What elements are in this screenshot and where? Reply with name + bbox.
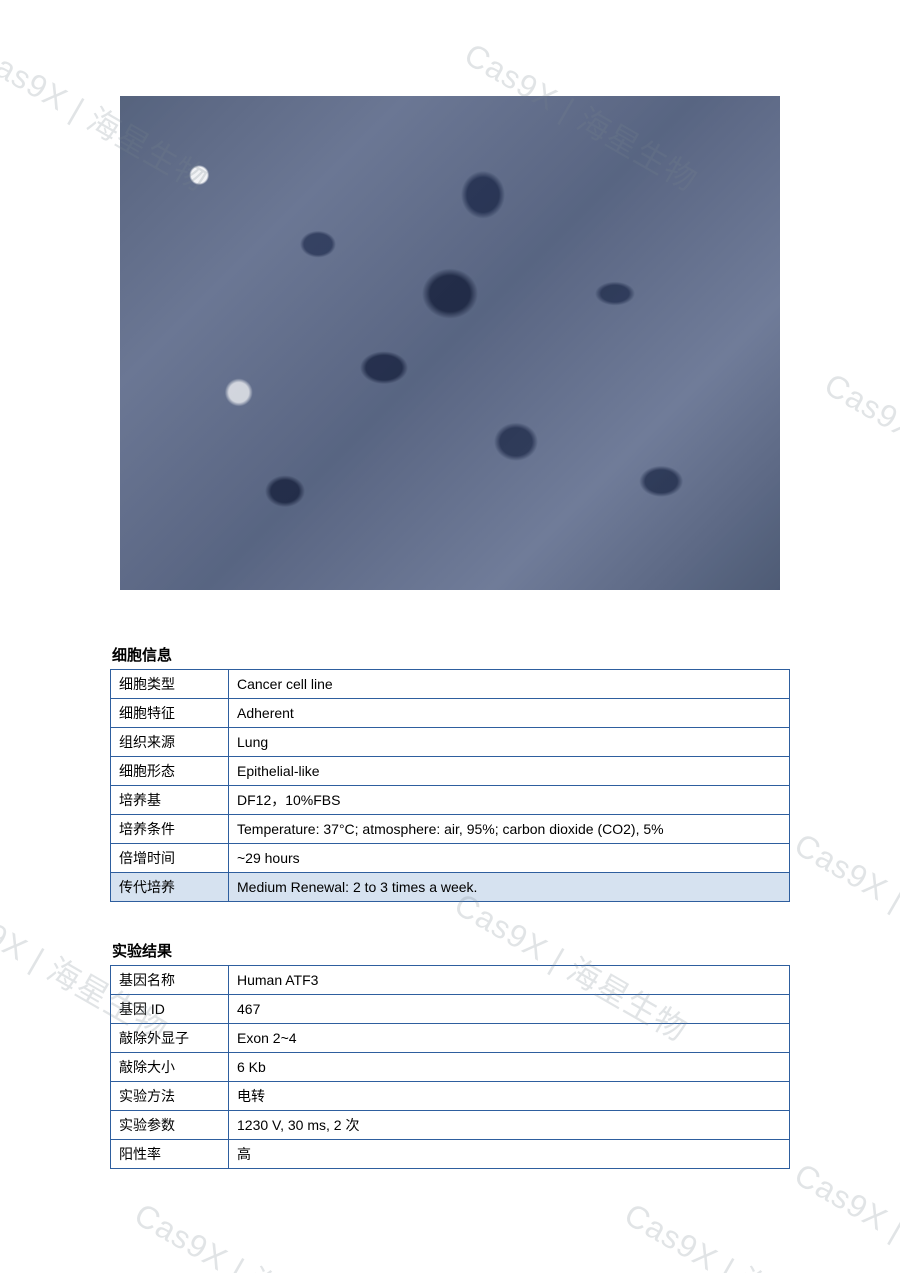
table-row: 细胞特征Adherent (111, 699, 790, 728)
row-label: 实验方法 (111, 1082, 229, 1111)
row-label: 培养基 (111, 786, 229, 815)
table-row: 培养基DF12，10%FBS (111, 786, 790, 815)
row-label: 敲除大小 (111, 1053, 229, 1082)
row-label: 基因名称 (111, 966, 229, 995)
row-label: 细胞类型 (111, 670, 229, 699)
exp-results-heading: 实验结果 (112, 940, 790, 961)
table-row: 倍增时间~29 hours (111, 844, 790, 873)
row-value: Lung (229, 728, 790, 757)
watermark-text: Cas9X | 海星生物 (817, 360, 900, 531)
cell-info-heading: 细胞信息 (112, 644, 790, 665)
watermark-text: Cas9X | 海星生物 (787, 820, 900, 991)
table-row: 敲除大小6 Kb (111, 1053, 790, 1082)
row-value: 6 Kb (229, 1053, 790, 1082)
row-label: 敲除外显子 (111, 1024, 229, 1053)
table-row: 基因 ID467 (111, 995, 790, 1024)
cell-info-table: 细胞类型Cancer cell line细胞特征Adherent组织来源Lung… (110, 669, 790, 902)
row-label: 实验参数 (111, 1111, 229, 1140)
row-label: 细胞形态 (111, 757, 229, 786)
row-value: 高 (229, 1140, 790, 1169)
row-value: Human ATF3 (229, 966, 790, 995)
table-row: 传代培养Medium Renewal: 2 to 3 times a week. (111, 873, 790, 902)
watermark-text: Cas9X | 海星生物 (787, 1150, 900, 1273)
document-page: Cas9X | 海星生物Cas9X | 海星生物Cas9X | 海星生物Cas9… (0, 0, 900, 1273)
table-row: 组织来源Lung (111, 728, 790, 757)
row-label: 倍增时间 (111, 844, 229, 873)
row-value: Medium Renewal: 2 to 3 times a week. (229, 873, 790, 902)
row-value: 467 (229, 995, 790, 1024)
table-row: 实验方法电转 (111, 1082, 790, 1111)
table-row: 阳性率高 (111, 1140, 790, 1169)
row-label: 传代培养 (111, 873, 229, 902)
row-value: Temperature: 37°C; atmosphere: air, 95%;… (229, 815, 790, 844)
row-value: Adherent (229, 699, 790, 728)
row-label: 阳性率 (111, 1140, 229, 1169)
exp-results-table: 基因名称Human ATF3基因 ID467敲除外显子Exon 2~4敲除大小6… (110, 965, 790, 1169)
row-value: 电转 (229, 1082, 790, 1111)
row-value: Epithelial-like (229, 757, 790, 786)
row-label: 组织来源 (111, 728, 229, 757)
table-row: 培养条件Temperature: 37°C; atmosphere: air, … (111, 815, 790, 844)
row-label: 基因 ID (111, 995, 229, 1024)
row-value: ~29 hours (229, 844, 790, 873)
table-row: 实验参数1230 V, 30 ms, 2 次 (111, 1111, 790, 1140)
watermark-text: Cas9X | 海星生物 (617, 1190, 867, 1273)
row-value: DF12，10%FBS (229, 786, 790, 815)
table-row: 基因名称Human ATF3 (111, 966, 790, 995)
row-label: 细胞特征 (111, 699, 229, 728)
row-value: Exon 2~4 (229, 1024, 790, 1053)
row-value: Cancer cell line (229, 670, 790, 699)
watermark-text: Cas9X | 海星生物 (0, 1250, 167, 1273)
watermark-text: Cas9X | 海星生物 (127, 1190, 377, 1273)
table-row: 细胞形态Epithelial-like (111, 757, 790, 786)
row-label: 培养条件 (111, 815, 229, 844)
cell-micrograph-image (120, 96, 780, 590)
row-value: 1230 V, 30 ms, 2 次 (229, 1111, 790, 1140)
table-row: 细胞类型Cancer cell line (111, 670, 790, 699)
table-row: 敲除外显子Exon 2~4 (111, 1024, 790, 1053)
